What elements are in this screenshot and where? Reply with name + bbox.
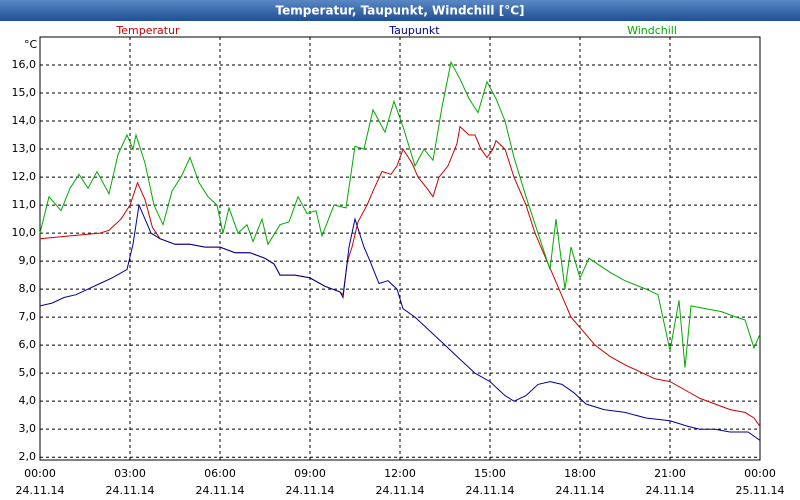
x-tick-label: 12:00 bbox=[384, 467, 416, 480]
y-tick-label: 15,0 bbox=[12, 86, 37, 99]
y-tick-label: 5,0 bbox=[19, 366, 37, 379]
y-tick-label: 6,0 bbox=[19, 338, 37, 351]
y-tick-label: 13,0 bbox=[12, 142, 37, 155]
x-tick-label: 15:00 bbox=[474, 467, 506, 480]
y-tick-label: 2,0 bbox=[19, 450, 37, 463]
y-tick-label: 10,0 bbox=[12, 226, 37, 239]
y-tick-label: 14,0 bbox=[12, 114, 37, 127]
y-tick-label: 4,0 bbox=[19, 394, 37, 407]
x-tick-date: 24.11.14 bbox=[16, 484, 65, 497]
legend-entry: Taupunkt bbox=[388, 24, 440, 37]
x-tick-label: 18:00 bbox=[564, 467, 596, 480]
x-tick-label: 09:00 bbox=[294, 467, 326, 480]
y-tick-label: 12,0 bbox=[12, 170, 37, 183]
x-tick-label: 06:00 bbox=[204, 467, 236, 480]
y-unit: °C bbox=[24, 38, 38, 51]
x-tick-label: 00:00 bbox=[24, 467, 56, 480]
y-tick-label: 9,0 bbox=[19, 254, 37, 267]
x-tick-date: 25.11.14 bbox=[736, 484, 785, 497]
y-tick-label: 16,0 bbox=[12, 58, 37, 71]
legend-entry: Windchill bbox=[627, 24, 677, 37]
x-tick-date: 24.11.14 bbox=[286, 484, 335, 497]
x-tick-date: 24.11.14 bbox=[376, 484, 425, 497]
y-tick-label: 8,0 bbox=[19, 282, 37, 295]
x-tick-date: 24.11.14 bbox=[196, 484, 245, 497]
y-tick-label: 3,0 bbox=[19, 422, 37, 435]
title-bar bbox=[0, 0, 800, 21]
series-line bbox=[39, 203, 761, 441]
x-tick-label: 21:00 bbox=[654, 467, 686, 480]
x-tick-date: 24.11.14 bbox=[106, 484, 155, 497]
y-tick-label: 11,0 bbox=[12, 198, 37, 211]
x-tick-date: 24.11.14 bbox=[646, 484, 695, 497]
x-tick-date: 24.11.14 bbox=[556, 484, 605, 497]
x-tick-label: 00:00 bbox=[744, 467, 776, 480]
y-tick-label: 7,0 bbox=[19, 310, 37, 323]
x-tick-label: 03:00 bbox=[114, 467, 146, 480]
legend-entry: Temperatur bbox=[115, 24, 180, 37]
chart-title: Temperatur, Taupunkt, Windchill [°C] bbox=[276, 4, 525, 18]
x-tick-date: 24.11.14 bbox=[466, 484, 515, 497]
series-line bbox=[39, 60, 761, 368]
